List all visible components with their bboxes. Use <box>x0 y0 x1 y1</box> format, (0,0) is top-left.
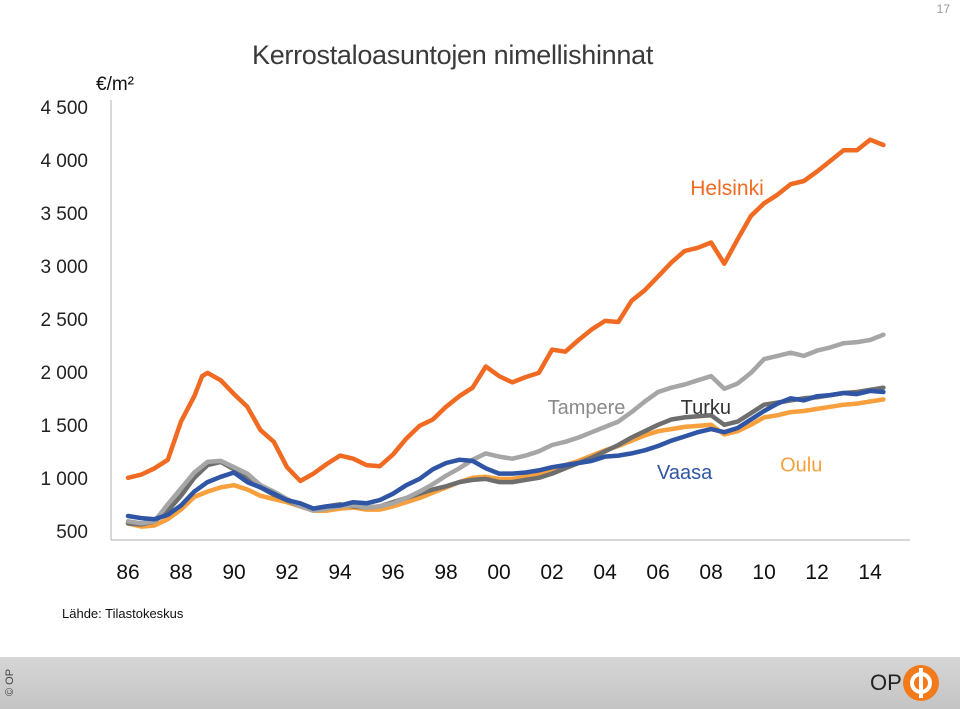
x-tick-label: 96 <box>381 561 405 584</box>
series-label-tampere: Tampere <box>548 397 626 419</box>
series-label-oulu: Oulu <box>780 454 822 476</box>
y-tick-label: 3 500 <box>40 204 88 225</box>
y-tick-label: 500 <box>56 522 88 543</box>
y-tick-label: 1 000 <box>40 469 88 490</box>
y-tick-label: 2 500 <box>40 310 88 331</box>
x-tick-label: 90 <box>222 561 246 584</box>
chart-title: Kerrostaloasuntojen nimellishinnat <box>252 40 654 70</box>
x-tick-label: 86 <box>116 561 140 584</box>
x-tick-label: 08 <box>699 561 723 584</box>
series-label-turku: Turku <box>681 397 731 419</box>
line-chart: Helsinki Tampere Turku Vaasa Oulu <box>110 100 910 541</box>
x-tick-label: 94 <box>328 561 352 584</box>
x-tick-label: 92 <box>275 561 299 584</box>
op-logo-text: OP <box>870 670 902 695</box>
x-tick-label: 14 <box>858 561 882 584</box>
footer-bar <box>0 657 960 709</box>
copyright-text: © OP <box>4 668 16 696</box>
x-tick-label: 98 <box>434 561 458 584</box>
source-note: Lähde: Tilastokeskus <box>62 606 184 621</box>
y-tick-label: 4 000 <box>40 151 88 172</box>
series-line-vaasa <box>125 388 886 522</box>
y-tick-label: 4 500 <box>40 98 88 119</box>
series-label-vaasa: Vaasa <box>657 462 713 484</box>
x-tick-label: 88 <box>169 561 193 584</box>
x-tick-label: 02 <box>540 561 564 584</box>
unit-label: €/m² <box>96 74 134 95</box>
op-logo-icon <box>903 665 939 701</box>
y-tick-label: 3 000 <box>40 257 88 278</box>
x-tick-label: 12 <box>805 561 829 584</box>
x-tick-label: 06 <box>646 561 670 584</box>
slide-number: 17 <box>936 2 950 16</box>
x-tick-label: 00 <box>487 561 511 584</box>
series-line-oulu <box>125 397 886 529</box>
y-tick-label: 1 500 <box>40 416 88 437</box>
series-label-helsinki: Helsinki <box>690 177 764 200</box>
x-tick-label: 10 <box>752 561 776 584</box>
series-line-helsinki <box>125 137 886 484</box>
footer-copyright: © OP <box>4 662 18 702</box>
x-tick-label: 04 <box>593 561 617 584</box>
y-tick-label: 2 000 <box>40 363 88 384</box>
series-line-tampere <box>125 332 886 526</box>
